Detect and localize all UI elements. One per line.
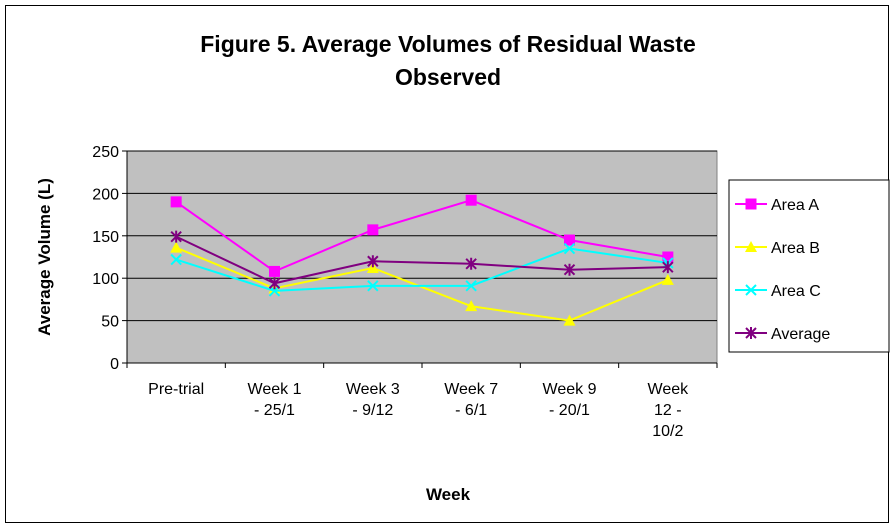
x-tick-label: Week 12 -10/2 <box>648 381 690 440</box>
series-line <box>175 247 668 292</box>
legend-label: Area B <box>771 240 820 257</box>
legend-marker <box>745 198 757 210</box>
marker <box>367 224 379 236</box>
plot-area <box>126 150 718 364</box>
x-tick-label: Week 9- 20/1 <box>543 381 597 419</box>
marker <box>367 255 379 268</box>
marker <box>563 314 576 326</box>
legend-marker <box>745 327 757 339</box>
marker <box>170 241 183 253</box>
x-tick-label: Week 7- 6/1 <box>444 381 498 419</box>
marker <box>662 261 674 274</box>
legend-label: Area A <box>771 197 819 214</box>
legend-marker <box>745 241 757 252</box>
marker <box>465 300 478 312</box>
marker <box>269 265 280 277</box>
marker <box>465 280 477 292</box>
marker <box>564 234 575 246</box>
marker <box>661 273 674 285</box>
chart-title: Figure 5. Average Volumes of Residual Wa… <box>200 31 696 90</box>
marker <box>465 194 477 206</box>
marker <box>170 196 182 208</box>
marker <box>563 242 576 255</box>
legend-label: Area C <box>771 283 821 300</box>
x-tick-label: Week 1- 25/1 <box>248 381 302 419</box>
x-axis-title: Week <box>426 485 471 504</box>
marker <box>366 262 379 274</box>
legend-marker <box>745 284 757 296</box>
marker <box>563 263 576 276</box>
series-line <box>175 199 669 273</box>
x-tick-label: Week 3- 9/12 <box>346 381 400 419</box>
y-tick-label: 250 <box>92 144 119 161</box>
marker <box>465 257 477 270</box>
series-line <box>175 235 668 285</box>
x-tick-label: Pre-trial <box>148 381 204 398</box>
y-tick-label: 50 <box>101 314 119 331</box>
marker <box>170 230 182 243</box>
y-tick-label: 0 <box>110 356 119 373</box>
marker <box>170 253 182 266</box>
legend-label: Average <box>771 326 830 343</box>
marker <box>367 280 379 292</box>
y-tick-label: 200 <box>92 186 119 203</box>
marker <box>268 277 281 290</box>
y-tick-label: 150 <box>92 229 119 246</box>
y-axis-title: Average Volume (L) <box>35 178 54 336</box>
y-tick-label: 100 <box>92 271 119 288</box>
series-line <box>175 246 669 322</box>
